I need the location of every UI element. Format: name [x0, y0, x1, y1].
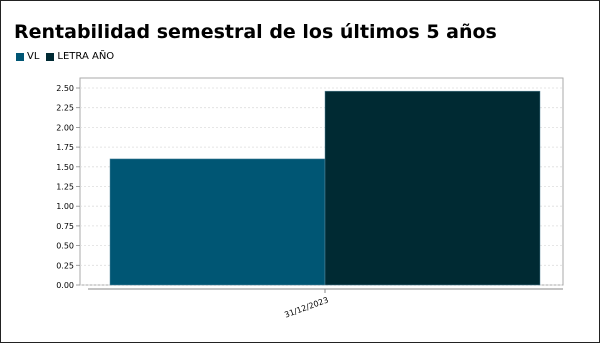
legend-swatch-letra-ano — [46, 52, 55, 61]
legend-label-vl: VL — [27, 51, 40, 62]
y-tick-label: 2.25 — [56, 104, 74, 113]
bars — [109, 90, 541, 286]
y-tick-label: 1.50 — [56, 163, 74, 172]
y-tick-label: 2.50 — [56, 84, 74, 93]
y-tick-label: 0.75 — [56, 222, 74, 231]
y-tick-label: 0.00 — [56, 281, 74, 290]
x-tick-label: 31/12/2023 — [283, 295, 329, 319]
chart-legend: VL LETRA AÑO — [16, 51, 121, 62]
legend-item-vl: VL — [16, 51, 39, 62]
legend-item-letra-ano: LETRA AÑO — [46, 51, 114, 62]
bar-letra-a-o — [324, 90, 541, 286]
y-tick-label: 1.25 — [56, 183, 74, 192]
legend-swatch-vl — [16, 52, 24, 61]
chart-title: Rentabilidad semestral de los últimos 5 … — [14, 21, 497, 43]
y-tick-label: 0.50 — [56, 242, 74, 251]
y-tick-label: 2.00 — [56, 123, 74, 132]
bar-vl — [109, 158, 326, 286]
legend-label-letra-ano: LETRA AÑO — [57, 51, 115, 62]
axes: 0.00 0.25 0.50 0.75 1.00 1.25 1.50 1.75 2.00 2.25… — [56, 84, 563, 320]
y-tick-label: 0.25 — [56, 261, 74, 270]
y-tick-label: 1.00 — [56, 202, 74, 211]
y-tick-label: 1.75 — [56, 143, 74, 152]
